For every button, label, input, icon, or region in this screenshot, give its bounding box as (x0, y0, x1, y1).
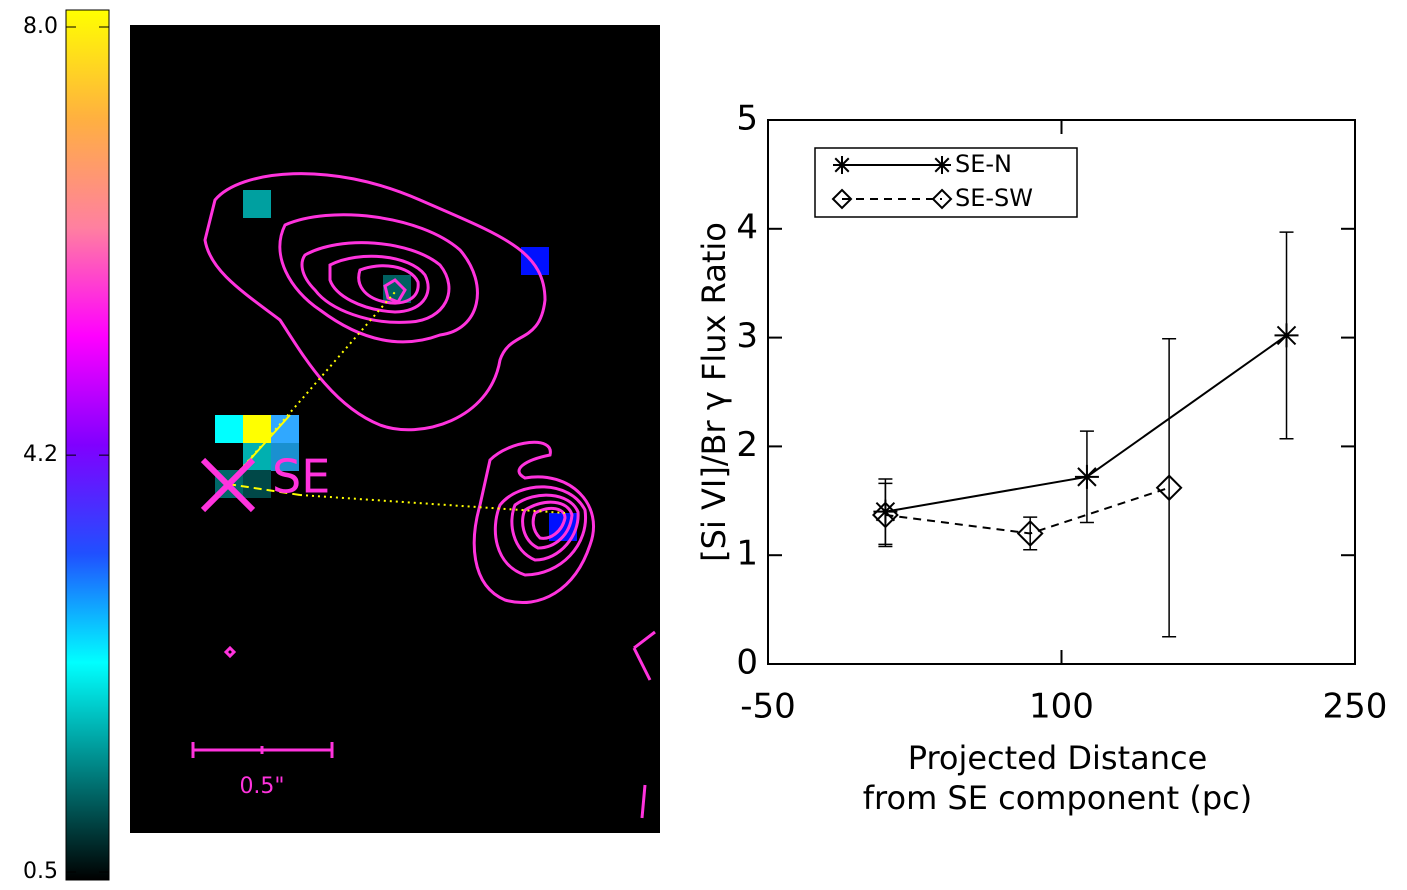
marker (833, 156, 851, 174)
colorbar (66, 10, 109, 880)
y-tick-label: 3 (736, 316, 758, 356)
y-tick-label: 2 (736, 425, 758, 465)
error-bar (1162, 339, 1176, 637)
map-pixel (243, 190, 271, 218)
map-pixel (243, 415, 271, 443)
y-tick-label: 1 (736, 534, 758, 574)
marker (933, 156, 951, 174)
map-panel: SE 0.5" (130, 25, 660, 833)
x-tick-label: 250 (1323, 687, 1388, 727)
series-line (885, 488, 1169, 534)
map-pixel (521, 247, 549, 275)
marker (1275, 323, 1299, 347)
map-pixel (215, 415, 243, 443)
y-tick-label: 4 (736, 207, 758, 247)
legend-box (815, 148, 1077, 217)
y-tick-label: 5 (736, 99, 758, 139)
colorbar-tick-label: 0.5 (23, 859, 58, 884)
map-pixel (243, 470, 271, 498)
y-axis-label: [Si VI]/Br γ Flux Ratio (695, 222, 733, 562)
x-axis-label: Projected Distance (908, 739, 1208, 777)
figure: SE 0.5" 8.0 4.2 0.5 0 1 2 3 4 5 -50 100 250 Projecte… (0, 0, 1407, 886)
y-tick-label: 0 (736, 643, 758, 683)
colorbar-tick-label: 4.2 (23, 442, 58, 467)
scale-label: 0.5" (239, 774, 284, 799)
x-tick-label: -50 (740, 687, 796, 727)
colorbar-tick-label: 8.0 (23, 14, 58, 39)
x-axis-label: from SE component (pc) (863, 779, 1252, 817)
legend-label: SE-SW (955, 184, 1033, 212)
x-tick-label: 100 (1029, 687, 1094, 727)
legend-label: SE-N (955, 150, 1012, 178)
marker (1075, 465, 1099, 489)
se-label: SE (272, 450, 330, 504)
